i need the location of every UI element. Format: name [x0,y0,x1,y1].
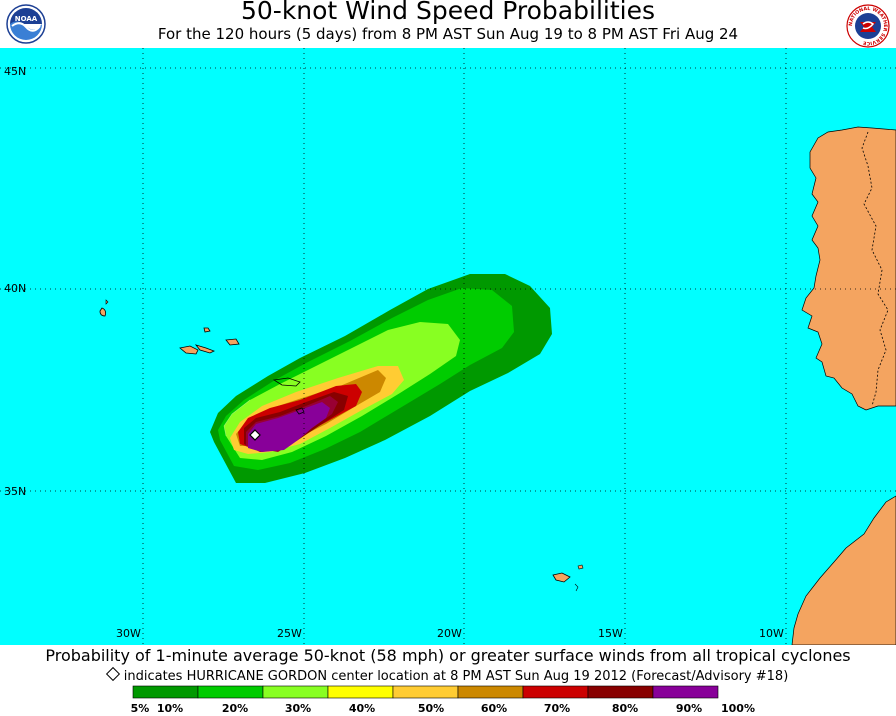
legend-swatch [327,685,394,699]
azores-island [203,327,211,333]
legend-swatch [262,685,329,699]
legend-swatch [457,685,524,699]
page-title: 50-knot Wind Speed Probabilities [240,0,655,25]
legend-label: 30% [285,702,311,715]
lon-label-25w: 25W [277,627,302,640]
map-caption: Probability of 1-minute average 50-knot … [45,646,851,665]
north-africa [791,495,896,645]
lon-label-10w: 10W [759,627,784,640]
lat-label-40n: 40N [4,282,26,295]
lon-label-30w: 30W [116,627,141,640]
legend-swatch [132,685,199,699]
storm-center-note: indicates HURRICANE GORDON center locati… [0,666,896,685]
probability-legend: 5% 10% 20% 30% 40% 50% 60% 70% 80% 90% 100% [131,685,755,715]
legend-label: 90% [676,702,702,715]
legend-label: 70% [544,702,570,715]
azores-island [225,338,240,346]
page-subtitle: For the 120 hours (5 days) from 8 PM AST… [157,25,739,43]
legend-label: 50% [418,702,444,715]
legend-label: 40% [349,702,375,715]
diamond-icon [105,666,120,682]
iberian-peninsula [801,126,896,411]
contour-90-100 [248,402,330,452]
legend-swatch [392,685,459,699]
legend-label: 5% [131,702,150,715]
contour-edge [223,399,251,437]
storm-island-outline [295,407,305,415]
lon-label-20w: 20W [437,627,462,640]
legend-swatch [522,685,589,699]
footer: Probability of 1-minute average 50-knot … [0,645,896,716]
legend-label: 20% [222,702,248,715]
azores-island [105,299,109,305]
legend-labels: 5% 10% 20% 30% 40% 50% 60% 70% 80% 90% 100% [131,702,755,715]
wind-probability-map: 45N 40N 35N 30W 25W 20W 15W 10W [0,48,896,645]
madeira-island [577,564,584,570]
madeira-island [552,572,571,583]
noaa-logo: NOAA [6,4,46,44]
legend-swatch [197,685,264,699]
legend-label: 80% [612,702,638,715]
portugal-spain-border [861,131,889,407]
azores-island [179,345,199,355]
legend-label: 10% [157,702,183,715]
legend-swatch [652,685,719,699]
diamond-icon [249,429,261,441]
storm-island-outline [272,377,301,387]
legend-label: 60% [481,702,507,715]
probability-swath [210,274,552,483]
lat-label-45n: 45N [4,65,26,78]
madeira-island [574,583,579,592]
legend-swatch [587,685,654,699]
lat-label-35n: 35N [4,485,26,498]
noaa-logo-text: NOAA [15,15,38,23]
azores-island [99,307,106,317]
azores-island [194,344,215,354]
storm-center-note-text: indicates HURRICANE GORDON center locati… [123,669,789,684]
legend-label: 100% [721,702,755,715]
national-weather-service-logo: NATIONAL WEATHER SERVICE [846,4,890,48]
lon-label-15w: 15W [598,627,623,640]
header: NOAA 50-knot Wind Speed Probabilities Fo… [0,0,896,48]
legend-swatches [132,685,719,699]
